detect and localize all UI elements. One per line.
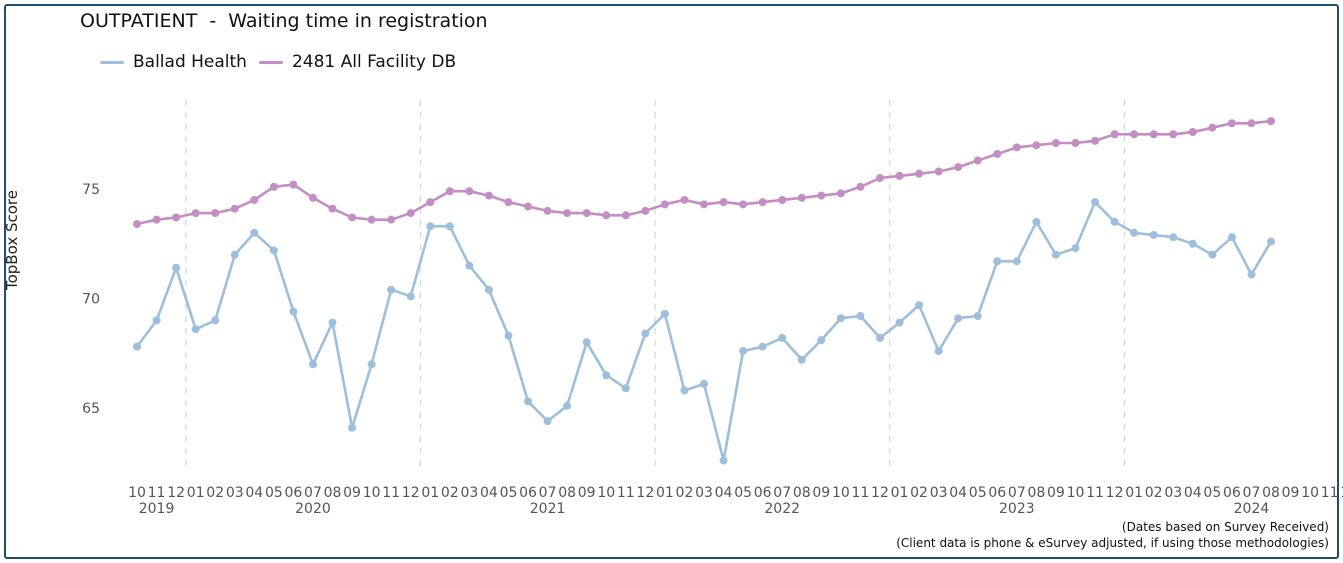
legend-label-all-facility: 2481 All Facility DB: [291, 52, 457, 72]
legend-item-all-facility: 2481 All Facility DB: [258, 52, 457, 72]
legend-item-ballad: Ballad Health: [100, 52, 247, 72]
y-axis-label: TopBox Score: [3, 190, 21, 290]
legend: Ballad Health 2481 All Facility DB: [100, 52, 468, 72]
legend-label-ballad: Ballad Health: [133, 52, 247, 72]
legend-swatch-all-facility: [258, 60, 283, 64]
note-methodology: (Client data is phone & eSurvey adjusted…: [896, 536, 1329, 550]
note-dates: (Dates based on Survey Received): [1121, 520, 1329, 534]
legend-swatch-ballad: [100, 60, 124, 64]
chart-title: OUTPATIENT - Waiting time in registratio…: [80, 10, 488, 32]
chart-frame: [4, 4, 1339, 559]
